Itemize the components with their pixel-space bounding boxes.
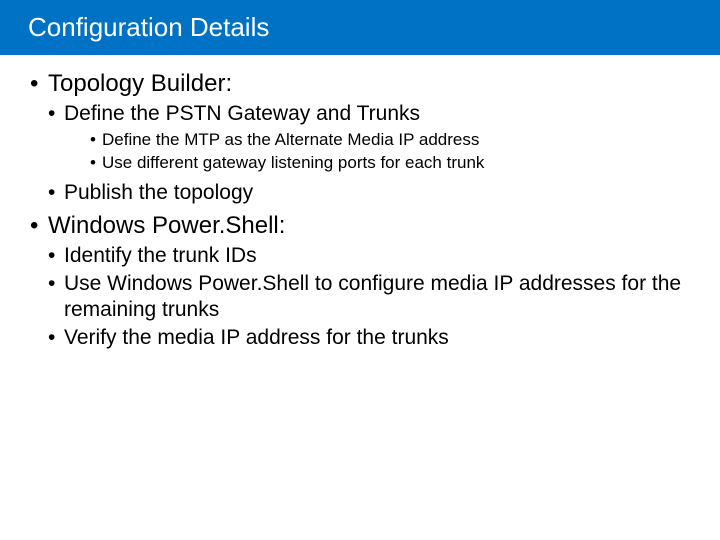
list-item-text: Topology Builder: bbox=[48, 70, 232, 97]
bullet-list-level1: Topology Builder: Define the PSTN Gatewa… bbox=[30, 69, 690, 352]
list-item-text: Use different gateway listening ports fo… bbox=[102, 153, 484, 172]
slide: Configuration Details Topology Builder: … bbox=[0, 0, 720, 540]
list-item-text: Define the MTP as the Alternate Media IP… bbox=[102, 130, 479, 149]
list-item: Define the MTP as the Alternate Media IP… bbox=[90, 129, 690, 151]
list-item: Identify the trunk IDs bbox=[48, 243, 690, 269]
title-bar: Configuration Details bbox=[0, 0, 720, 55]
list-item: Publish the topology bbox=[48, 180, 690, 206]
list-item: Windows Power.Shell: Identify the trunk … bbox=[30, 211, 690, 352]
bullet-list-level2: Define the PSTN Gateway and Trunks Defin… bbox=[48, 101, 690, 207]
bullet-list-level2: Identify the trunk IDs Use Windows Power… bbox=[48, 243, 690, 352]
list-item: Use Windows Power.Shell to configure med… bbox=[48, 271, 690, 324]
bullet-list-level3: Define the MTP as the Alternate Media IP… bbox=[64, 129, 690, 174]
list-item: Verify the media IP address for the trun… bbox=[48, 325, 690, 351]
list-item-text: Define the PSTN Gateway and Trunks bbox=[64, 102, 420, 125]
list-item: Define the PSTN Gateway and Trunks Defin… bbox=[48, 101, 690, 174]
list-item-text: Use Windows Power.Shell to configure med… bbox=[64, 272, 681, 321]
slide-title: Configuration Details bbox=[28, 12, 269, 42]
list-item-text: Identify the trunk IDs bbox=[64, 244, 257, 267]
list-item-text: Verify the media IP address for the trun… bbox=[64, 326, 449, 349]
slide-content: Topology Builder: Define the PSTN Gatewa… bbox=[0, 55, 720, 352]
list-item-text: Publish the topology bbox=[64, 181, 253, 204]
list-item: Topology Builder: Define the PSTN Gatewa… bbox=[30, 69, 690, 207]
list-item: Use different gateway listening ports fo… bbox=[90, 152, 690, 174]
list-item-text: Windows Power.Shell: bbox=[48, 212, 285, 239]
